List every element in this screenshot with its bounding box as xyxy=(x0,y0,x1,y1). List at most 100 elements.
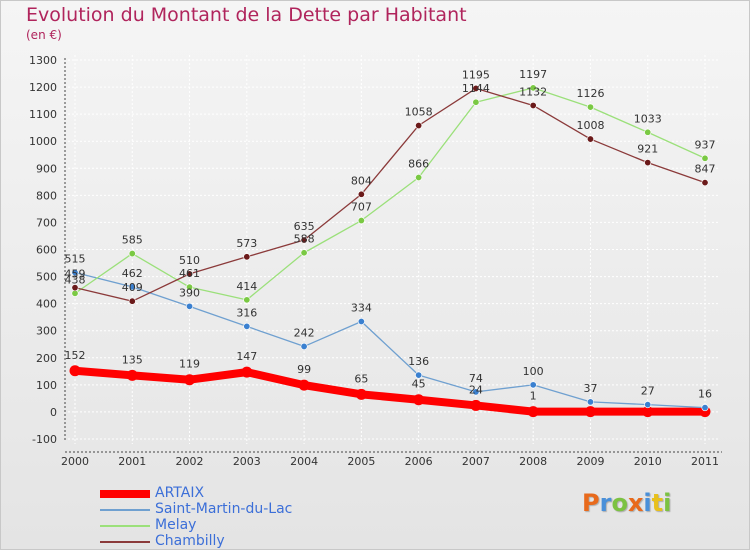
series-line-melay xyxy=(74,87,706,301)
data-point xyxy=(472,388,480,396)
data-point xyxy=(701,179,709,187)
x-tick-label: 2005 xyxy=(347,455,375,468)
data-label: 37 xyxy=(583,382,597,395)
data-point xyxy=(644,128,652,136)
data-label: 24 xyxy=(469,383,483,396)
x-tick-label: 2001 xyxy=(118,455,146,468)
data-point xyxy=(71,284,79,292)
grid-lines xyxy=(68,55,720,444)
data-point xyxy=(644,401,652,409)
data-label: 334 xyxy=(351,302,372,315)
data-point xyxy=(243,322,251,330)
y-tick-label: 1200 xyxy=(29,81,57,94)
data-point xyxy=(586,398,594,406)
data-point xyxy=(470,399,482,411)
legend-swatch xyxy=(100,490,150,498)
logo-letter: t xyxy=(651,489,664,517)
y-tick-label: 0 xyxy=(50,406,57,419)
data-label: 921 xyxy=(637,143,658,156)
data-point xyxy=(529,101,537,109)
data-point xyxy=(128,297,136,305)
data-point xyxy=(298,379,310,391)
data-label: 510 xyxy=(179,254,200,267)
axes: -100010020030040050060070080090010001100… xyxy=(29,54,722,468)
data-label: 16 xyxy=(698,388,712,401)
x-tick-label: 2003 xyxy=(233,455,261,468)
legend-swatch xyxy=(100,541,150,543)
data-point xyxy=(415,173,423,181)
data-label: 515 xyxy=(65,253,86,266)
data-label: 1197 xyxy=(519,68,547,81)
logo-letter: x xyxy=(627,489,644,517)
series-line-saint-martin-du-lac xyxy=(74,271,706,409)
chart-title: Evolution du Montant de la Dette par Hab… xyxy=(26,4,467,26)
data-point xyxy=(527,406,539,418)
data-label: 866 xyxy=(408,157,429,170)
data-point xyxy=(241,366,253,378)
data-point xyxy=(186,283,194,291)
data-label: 462 xyxy=(122,267,143,280)
y-tick-label: 600 xyxy=(36,244,57,257)
data-point xyxy=(701,404,709,412)
x-tick-label: 2004 xyxy=(290,455,318,468)
data-labels: 152 135 119 147 99 65 45 24 1 515 462 390 316 242 334 1… xyxy=(65,68,716,403)
data-label: 1126 xyxy=(576,87,604,100)
logo-letter: o xyxy=(611,489,628,517)
legend-label: ARTAIX xyxy=(155,485,205,501)
y-tick-label: 900 xyxy=(36,162,57,175)
y-tick-label: 200 xyxy=(36,352,57,365)
data-label: 1132 xyxy=(519,85,547,98)
data-point xyxy=(472,84,480,92)
data-label: 100 xyxy=(523,365,544,378)
data-point xyxy=(701,154,709,162)
y-tick-label: 800 xyxy=(36,189,57,202)
data-label: 847 xyxy=(695,163,716,176)
legend-swatch xyxy=(100,509,150,511)
data-point xyxy=(300,249,308,257)
data-point xyxy=(184,374,196,386)
y-tick-label: 1100 xyxy=(29,108,57,121)
data-label: 707 xyxy=(351,201,372,214)
data-point xyxy=(126,369,138,381)
data-label: 65 xyxy=(354,372,368,385)
legend-swatch xyxy=(100,525,150,527)
data-point xyxy=(586,135,594,143)
legend-label: Melay xyxy=(155,517,197,533)
data-label: 1144 xyxy=(462,82,490,95)
data-label: 74 xyxy=(469,372,483,385)
logo-letter: P xyxy=(582,489,600,517)
data-label: 1008 xyxy=(576,119,604,132)
data-point xyxy=(415,371,423,379)
data-point xyxy=(413,394,425,406)
data-point xyxy=(584,406,596,418)
data-point xyxy=(357,318,365,326)
data-point xyxy=(415,122,423,130)
data-point xyxy=(243,253,251,261)
data-point xyxy=(300,236,308,244)
data-point xyxy=(642,406,654,418)
y-tick-label: 300 xyxy=(36,325,57,338)
data-label: 27 xyxy=(641,385,655,398)
y-tick-label: 1300 xyxy=(29,54,57,67)
y-tick-label: 1000 xyxy=(29,135,57,148)
data-label: 45 xyxy=(412,378,426,391)
data-point xyxy=(355,388,367,400)
data-label: 316 xyxy=(236,306,257,319)
data-point xyxy=(644,159,652,167)
y-tick-label: -100 xyxy=(32,433,57,446)
data-label: 147 xyxy=(236,350,257,363)
series-group xyxy=(69,84,711,418)
x-tick-label: 2009 xyxy=(576,455,604,468)
x-tick-label: 2006 xyxy=(405,455,433,468)
data-point xyxy=(69,365,81,377)
y-tick-label: 400 xyxy=(36,298,57,311)
data-point xyxy=(71,269,79,277)
data-point xyxy=(357,190,365,198)
legend-label: Chambilly xyxy=(155,533,225,549)
x-tick-label: 2007 xyxy=(462,455,490,468)
logo-letter: r xyxy=(599,489,612,517)
data-label: 1033 xyxy=(634,112,662,125)
data-point xyxy=(586,103,594,111)
data-label: 635 xyxy=(294,220,315,233)
